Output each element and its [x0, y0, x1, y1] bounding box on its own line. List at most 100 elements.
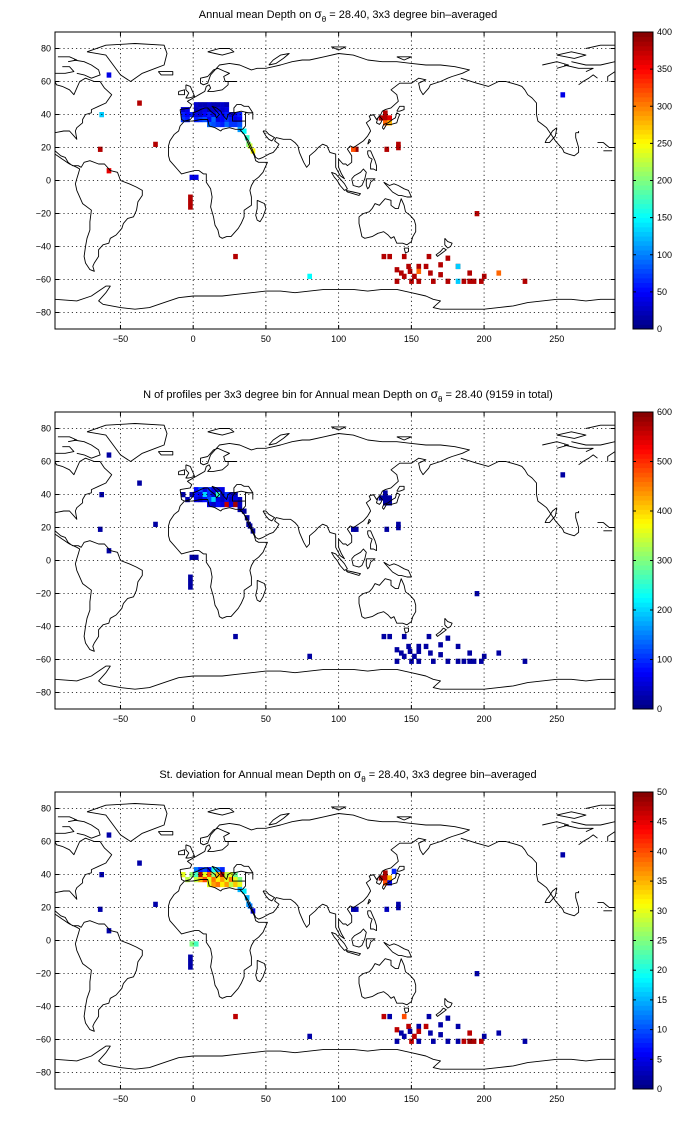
- data-cell: [416, 1038, 422, 1044]
- data-cell: [202, 487, 208, 493]
- data-cell: [383, 870, 388, 876]
- data-cell: [396, 145, 401, 151]
- data-cell: [560, 472, 566, 478]
- data-cell: [224, 112, 230, 118]
- y-tick-label: 20: [41, 523, 51, 533]
- data-cell: [211, 487, 217, 493]
- data-cell: [106, 168, 112, 174]
- coastline: [358, 578, 417, 626]
- coastline: [585, 44, 615, 49]
- coastline: [57, 56, 78, 63]
- colorbar-segment: [633, 889, 653, 895]
- data-cell: [416, 658, 422, 664]
- x-tick-label: 150: [404, 714, 419, 724]
- data-cell: [189, 112, 195, 118]
- data-cell: [211, 501, 217, 508]
- data-cell: [471, 1038, 477, 1044]
- x-tick-label: −50: [113, 1094, 128, 1104]
- coastline: [396, 436, 412, 441]
- data-cell: [215, 501, 221, 508]
- data-cell: [193, 941, 199, 947]
- map-chart: St. deviation for Annual mean Depth on σ…: [36, 767, 667, 1104]
- data-cell: [193, 867, 199, 873]
- data-cell: [247, 143, 253, 149]
- data-cell: [97, 526, 103, 532]
- data-cell: [496, 270, 502, 276]
- data-cell: [215, 867, 221, 873]
- data-cell: [394, 267, 400, 273]
- data-cell: [193, 876, 199, 883]
- data-cell: [399, 1030, 404, 1036]
- data-cell: [180, 492, 186, 498]
- colorbar-segment: [633, 291, 653, 297]
- colorbar-segment: [633, 1075, 653, 1081]
- data-cell: [412, 1033, 417, 1039]
- colorbar-segment: [633, 699, 653, 705]
- data-cell: [438, 272, 443, 278]
- coastline: [73, 59, 101, 79]
- data-cell: [560, 852, 566, 858]
- coastline: [607, 831, 615, 842]
- data-cell: [445, 1015, 451, 1021]
- data-cell: [215, 492, 221, 498]
- colorbar-segment: [633, 870, 653, 876]
- data-cell: [467, 650, 473, 656]
- coastline: [556, 431, 587, 439]
- colorbar-segment: [633, 287, 653, 293]
- coastline: [255, 959, 267, 983]
- data-cell: [383, 115, 388, 121]
- colorbar-segment: [633, 78, 653, 84]
- colorbar-segment: [633, 1047, 653, 1053]
- data-cell: [416, 643, 422, 650]
- colorbar-tick-label: 50: [657, 287, 667, 297]
- data-cell: [97, 906, 103, 912]
- colorbar-tick-label: 250: [657, 138, 672, 148]
- data-cell: [407, 648, 413, 655]
- data-cell: [428, 270, 433, 276]
- data-cell: [474, 971, 480, 977]
- coastline: [358, 198, 417, 246]
- data-cell: [153, 521, 158, 527]
- data-cell: [211, 121, 217, 128]
- x-tick-label: 0: [191, 1094, 196, 1104]
- colorbar-segment: [633, 129, 653, 135]
- colorbar-segment: [633, 982, 653, 988]
- colorbar-tick-label: 10: [657, 1025, 667, 1035]
- y-tick-label: 20: [41, 903, 51, 913]
- chart-title: St. deviation for Annual mean Depth on σ…: [159, 767, 536, 784]
- chart-title-prefix: Annual mean Depth on: [199, 9, 315, 21]
- y-tick-label: 0: [46, 556, 51, 566]
- y-tick-label: 60: [41, 457, 51, 467]
- colorbar-segment: [633, 45, 653, 51]
- chart-title: Annual mean Depth on σθ = 28.40, 3x3 deg…: [199, 7, 497, 24]
- colorbar-tick-label: 30: [657, 906, 667, 916]
- data-cell: [193, 496, 199, 503]
- data-cell: [224, 501, 230, 508]
- chart-title: N of profiles per 3x3 degree bin for Ann…: [143, 387, 553, 404]
- colorbar-segment: [633, 486, 653, 492]
- colorbar-segment: [633, 69, 653, 75]
- data-cell: [228, 881, 234, 888]
- coastline: [460, 837, 580, 917]
- colorbar-segment: [633, 472, 653, 478]
- data-cell: [215, 107, 221, 113]
- data-cell: [207, 496, 212, 503]
- colorbar-segment: [633, 1033, 653, 1039]
- colorbar-tick-label: 45: [657, 817, 667, 827]
- coastline: [55, 1045, 615, 1070]
- colorbar-segment: [633, 838, 653, 844]
- coastline: [55, 910, 143, 1032]
- colorbar-segment: [633, 986, 653, 992]
- colorbar-segment: [633, 583, 653, 589]
- colorbar-segment: [633, 1056, 653, 1062]
- data-cell: [406, 1023, 411, 1030]
- data-cell: [207, 872, 212, 878]
- colorbar-segment: [633, 1042, 653, 1048]
- data-cell: [431, 1038, 436, 1044]
- chart-title-suffix: = 28.40 (9159 in total): [442, 389, 552, 401]
- colorbar-segment: [633, 264, 653, 270]
- data-cell: [560, 92, 566, 98]
- coastline: [185, 844, 196, 859]
- data-cell: [461, 658, 467, 664]
- coastline: [564, 444, 594, 453]
